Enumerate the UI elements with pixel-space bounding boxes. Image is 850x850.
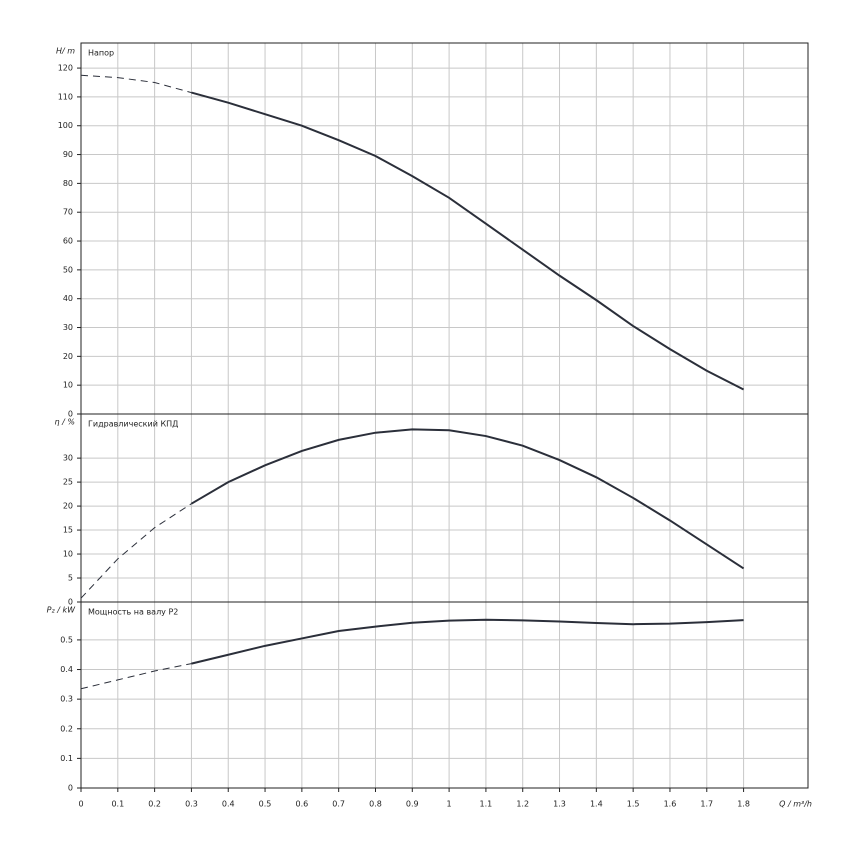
x-tick-label: 0.4 [222,800,235,809]
x-tick-label: 1.8 [737,800,750,809]
y-tick-label: 50 [63,265,73,274]
x-tick-label: 0.5 [259,800,272,809]
x-tick-label: 1.2 [516,800,529,809]
y-axis-label: η / % [55,418,75,427]
x-tick-label: 0.8 [369,800,382,809]
y-tick-label: 30 [63,454,73,463]
panel-title: Напор [88,49,114,58]
y-tick-label: 80 [63,179,73,188]
y-tick-label: 90 [63,150,73,159]
panel-title: Мощность на валу P2 [88,608,178,617]
y-tick-label: 0.4 [60,665,73,674]
curve [191,91,745,391]
curve [190,428,745,570]
y-tick-label: 30 [63,323,73,332]
x-tick-label: 1.4 [590,800,603,809]
y-tick-label: 40 [63,294,73,303]
curve-dashed [80,663,192,690]
y-axis-label: P₂ / kW [47,606,76,615]
x-tick-label: 1.5 [627,800,640,809]
y-tick-label: 70 [63,208,73,217]
x-tick-label: 1.7 [700,800,713,809]
panel-frame [80,42,809,415]
x-tick-label: 1 [447,800,452,809]
x-tick-label: 0.9 [406,800,419,809]
y-axis-label: H/ m [56,47,75,56]
y-tick-label: 0 [68,598,73,607]
y-tick-label: 100 [58,121,73,130]
curve-dashed [80,503,192,599]
curve [191,618,744,665]
y-tick-label: 0.3 [60,695,73,704]
x-axis-label: Q / m³/h [779,800,812,809]
y-tick-label: 60 [63,237,73,246]
y-tick-label: 120 [58,64,73,73]
y-tick-label: 5 [68,574,73,583]
x-tick-label: 1.1 [480,800,493,809]
y-tick-label: 0.5 [60,635,73,644]
x-tick-label: 1.3 [553,800,566,809]
y-tick-label: 20 [63,502,73,511]
y-tick-label: 0 [68,410,73,419]
y-tick-label: 0.2 [60,724,73,733]
y-tick-label: 0 [68,784,73,793]
y-tick-label: 20 [63,352,73,361]
x-tick-label: 0.3 [185,800,198,809]
y-tick-label: 10 [63,381,73,390]
y-tick-label: 25 [63,478,73,487]
panel-title: Гидравлический КПД [88,420,178,429]
x-tick-label: 0 [78,800,83,809]
x-tick-label: 1.6 [664,800,677,809]
y-tick-label: 15 [63,526,73,535]
y-tick-label: 10 [63,550,73,559]
panel-frame [80,601,809,789]
panel-frame [80,413,809,603]
x-tick-label: 0.2 [148,800,161,809]
x-tick-label: 0.6 [295,800,308,809]
x-tick-label: 0.7 [332,800,345,809]
x-tick-label: 0.1 [111,800,124,809]
y-tick-label: 0.1 [60,754,73,763]
y-tick-label: 110 [58,92,73,101]
curve-dashed [80,74,192,94]
